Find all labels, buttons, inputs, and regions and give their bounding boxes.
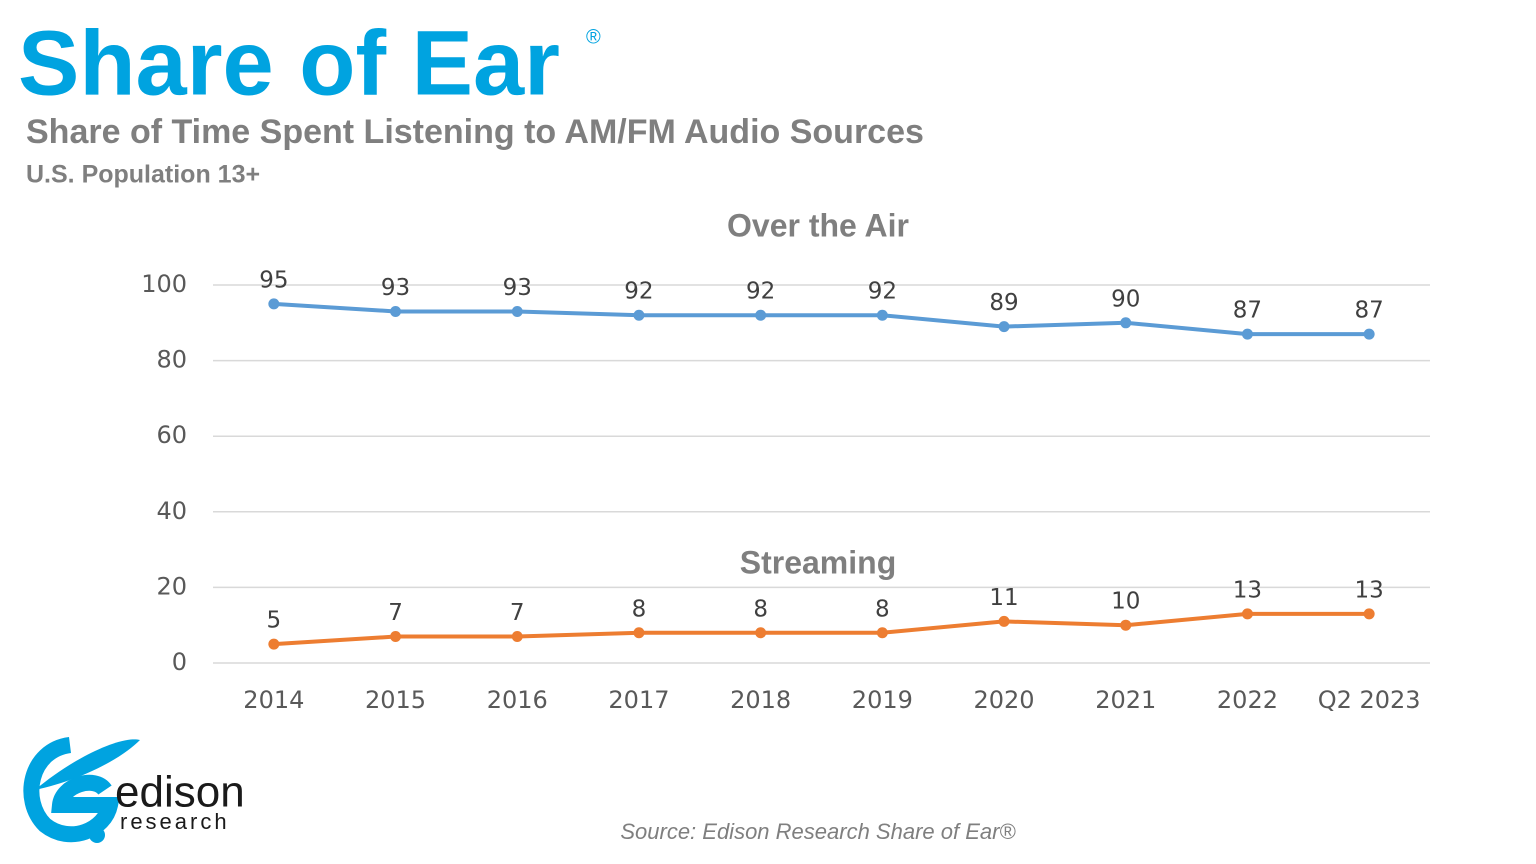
data-label: 87 [1355,298,1384,324]
x-tick-label: Q2 2023 [1318,686,1421,714]
point [1241,608,1253,620]
data-label: 7 [510,600,525,626]
data-label: 5 [267,608,282,634]
x-tick-label: 2021 [1095,686,1156,714]
point [1120,619,1132,631]
data-label: 95 [259,267,288,293]
source: Source: Edison Research Share of Ear® [620,819,1016,844]
data-label: 8 [632,596,647,622]
point [1363,328,1375,340]
logo: edison research [23,737,245,843]
data-label: 13 [1233,577,1262,603]
data-label: 13 [1355,577,1384,603]
point [1241,328,1253,340]
data-label: 93 [503,275,532,301]
point [511,305,523,317]
series-label: Streaming [740,544,896,580]
point [390,305,402,317]
x-tick-label: 2016 [487,686,548,714]
x-tick-label: 2022 [1217,686,1278,714]
point [876,309,888,321]
data-label: 11 [989,585,1018,611]
chart-subtitle: Share of Time Spent Listening to AM/FM A… [26,113,924,151]
data-label: 89 [989,290,1018,316]
point [998,615,1010,627]
point [755,627,767,639]
logo-mark [23,737,120,843]
y-tick-label: 20 [156,572,187,600]
logo-tagline: research [120,809,230,834]
x-tick-label: 2018 [730,686,791,714]
data-label: 10 [1111,589,1140,615]
series-line [273,611,1370,647]
data-label: 92 [624,279,653,305]
x-tick-label: 2017 [608,686,669,714]
logo-swoosh [35,739,140,790]
point [268,638,280,650]
data-label: 90 [1111,286,1140,312]
data-label: 92 [746,279,775,305]
data-label: 8 [753,596,768,622]
x-tick-label: 2014 [243,686,304,714]
point [633,309,645,321]
y-tick-label: 60 [156,421,187,449]
y-tick-label: 80 [156,346,187,374]
point [390,631,402,643]
logo-bulb [89,827,105,843]
population: U.S. Population 13+ [26,161,260,189]
point [876,627,888,639]
point [1120,317,1132,329]
point [1363,608,1375,620]
series-label: Over the Air [727,207,909,243]
registered-mark: ® [586,26,601,48]
logo-name: edison [115,768,245,817]
point [998,321,1010,333]
series-line [273,301,1370,337]
y-tick-label: 40 [156,497,187,525]
y-tick-label: 0 [172,648,187,676]
x-tick-label: 2019 [852,686,913,714]
data-label: 8 [875,596,890,622]
point [755,309,767,321]
y-tick-label: 100 [141,270,187,298]
point [511,631,523,643]
point [268,298,280,310]
data-label: 7 [388,600,403,626]
x-tick-label: 2020 [974,686,1035,714]
x-tick-label: 2015 [365,686,426,714]
data-label: 93 [381,275,410,301]
data-label: 87 [1233,298,1262,324]
point [633,627,645,639]
data-label: 92 [868,279,897,305]
chart-title: Share of Ear [18,12,560,114]
